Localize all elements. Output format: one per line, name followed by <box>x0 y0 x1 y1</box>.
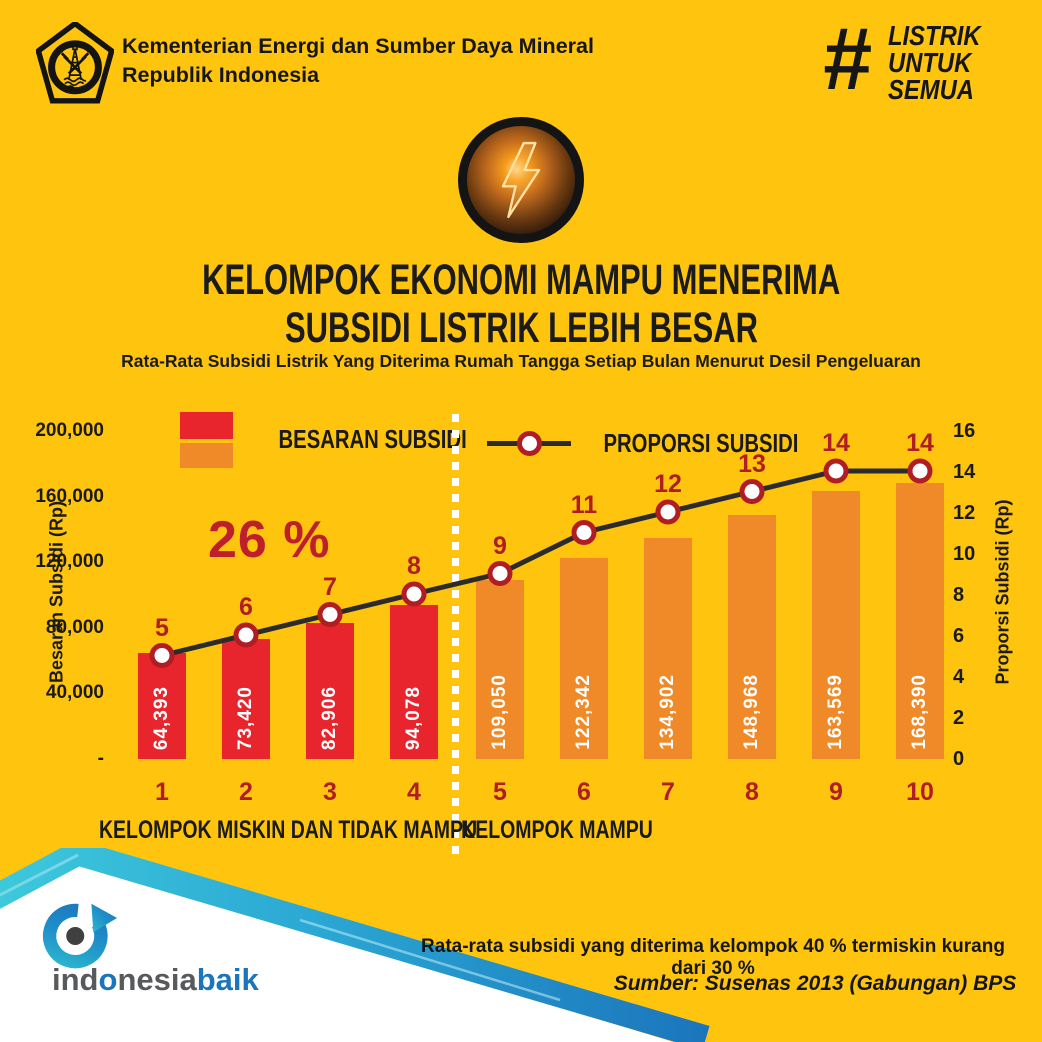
bar-value-label: 163,569 <box>825 674 846 750</box>
right-axis-tick: 16 <box>953 420 976 442</box>
bar-value-label: 82,906 <box>319 685 340 750</box>
bar-value-label: 148,968 <box>741 674 762 750</box>
left-axis-tick: 160,000 <box>35 485 104 507</box>
indonesiabaik-wordmark: indonesiabaik <box>52 962 259 998</box>
title-line2: SUBSIDI LISTRIK LEBIH BESAR <box>284 304 758 352</box>
footer-source: Sumber: Susenas 2013 (Gabungan) BPS <box>613 972 1017 995</box>
line-marker-icon <box>317 602 343 627</box>
line-marker-icon <box>655 499 681 525</box>
x-category-label: 5 <box>493 778 507 806</box>
left-axis-label: Besaran Subsidi (Rp) <box>46 500 67 684</box>
right-axis-tick: 0 <box>953 748 965 770</box>
right-axis-tick: 6 <box>953 625 965 647</box>
line-marker-icon <box>739 479 765 504</box>
campaign-line2: UNTUK <box>888 47 972 78</box>
wordmark-segment: nesia <box>117 962 197 997</box>
campaign-line1: LISTRIK <box>888 20 981 51</box>
right-axis-tick: 10 <box>953 543 976 565</box>
x-category-label: 1 <box>155 778 169 806</box>
line-marker-icon <box>907 458 933 484</box>
hashtag-icon: # <box>822 9 871 108</box>
x-category-label: 9 <box>829 778 843 806</box>
bar: 163,569 <box>812 490 860 759</box>
line-value-label: 5 <box>155 613 169 642</box>
x-category-label: 2 <box>239 778 253 806</box>
bar: 148,968 <box>728 514 776 759</box>
line-value-label: 13 <box>738 449 766 478</box>
chart-subtitle: Rata-Rata Subsidi Listrik Yang Diterima … <box>121 351 921 371</box>
bar-value-label: 122,342 <box>573 674 594 750</box>
bar-value-label: 73,420 <box>235 685 256 750</box>
line-value-label: 7 <box>323 572 337 601</box>
bar: 109,050 <box>476 580 524 759</box>
bar-value-label: 109,050 <box>489 674 510 750</box>
ministry-line1: Kementerian Energi dan Sumber Daya Miner… <box>122 34 594 58</box>
right-axis-tick: 8 <box>953 584 965 606</box>
wordmark-segment: baik <box>196 962 259 997</box>
lightning-bolt-icon <box>501 141 541 219</box>
campaign-slogan: LISTRIK UNTUK SEMUA <box>888 20 997 105</box>
line-marker-icon <box>823 458 849 484</box>
line-value-label: 14 <box>822 429 850 457</box>
bar: 94,078 <box>390 604 438 759</box>
right-axis-tick: 12 <box>953 502 976 524</box>
legend-line-label: PROPORSI SUBSIDI <box>603 428 799 458</box>
legend-line-marker-icon <box>517 431 542 456</box>
campaign-line3: SEMUA <box>888 74 974 105</box>
wordmark-segment: o <box>98 962 118 997</box>
wordmark-segment: ind <box>52 962 99 997</box>
left-axis-tick: 200,000 <box>35 420 104 441</box>
group-divider-dotted-line <box>452 414 459 860</box>
line-value-label: 6 <box>239 593 253 621</box>
footer-ribbon-decoration <box>0 848 710 1042</box>
x-category-label: 8 <box>745 778 759 806</box>
bar: 73,420 <box>222 638 270 759</box>
bar-value-label: 134,902 <box>657 674 678 750</box>
left-axis-tick: 40,000 <box>45 682 104 704</box>
line-value-label: 11 <box>570 490 598 519</box>
bar: 168,390 <box>896 482 944 759</box>
legend-bar-swatch-orange <box>180 443 233 468</box>
bar-value-label: 168,390 <box>909 674 930 750</box>
bar: 64,393 <box>138 653 186 759</box>
bar-value-label: 64,393 <box>151 685 172 750</box>
bar: 82,906 <box>306 623 354 759</box>
right-axis-tick: 2 <box>953 707 965 729</box>
right-axis-tick: 4 <box>953 666 965 688</box>
left-axis-tick: 80,000 <box>45 616 104 638</box>
chart-area: BESARAN SUBSIDI PROPORSI SUBSIDI 26 % Be… <box>0 400 1042 860</box>
ministry-line2: Republik Indonesia <box>122 63 320 87</box>
x-category-label: 4 <box>407 778 421 806</box>
bar: 134,902 <box>644 537 692 759</box>
line-value-label: 12 <box>654 470 682 498</box>
line-value-label: 9 <box>493 531 507 560</box>
indonesiabaik-logo-icon <box>42 903 118 969</box>
bar: 122,342 <box>560 558 608 759</box>
group-label-miskin: KELOMPOK MISKIN DAN TIDAK MAMPU <box>98 816 478 844</box>
left-axis-tick: 120,000 <box>35 551 104 573</box>
x-category-label: 3 <box>323 778 337 806</box>
title-line1: KELOMPOK EKONOMI MAMPU MENERIMA <box>201 256 841 304</box>
legend-bars-label: BESARAN SUBSIDI <box>278 424 467 454</box>
ministry-name: Kementerian Energi dan Sumber Daya Miner… <box>122 32 594 90</box>
right-axis-tick: 14 <box>953 461 976 483</box>
left-axis-tick: - <box>97 748 104 769</box>
group-label-mampu: KELOMPOK MAMPU <box>461 816 653 844</box>
line-value-label: 14 <box>906 429 934 457</box>
ministry-logo-icon <box>36 22 114 104</box>
line-value-label: 8 <box>407 552 421 580</box>
line-marker-icon <box>401 581 427 607</box>
lightning-emblem <box>458 117 584 243</box>
x-category-label: 7 <box>661 778 675 806</box>
footer-note: Rata-rata subsidi yang diterima kelompok… <box>421 936 1005 979</box>
x-category-label: 10 <box>906 778 934 806</box>
x-category-label: 6 <box>577 778 591 806</box>
legend-bar-swatch-red <box>180 412 233 439</box>
bar-value-label: 94,078 <box>403 685 424 750</box>
line-marker-icon <box>571 520 597 545</box>
annotation-26-percent: 26 % <box>208 511 331 569</box>
